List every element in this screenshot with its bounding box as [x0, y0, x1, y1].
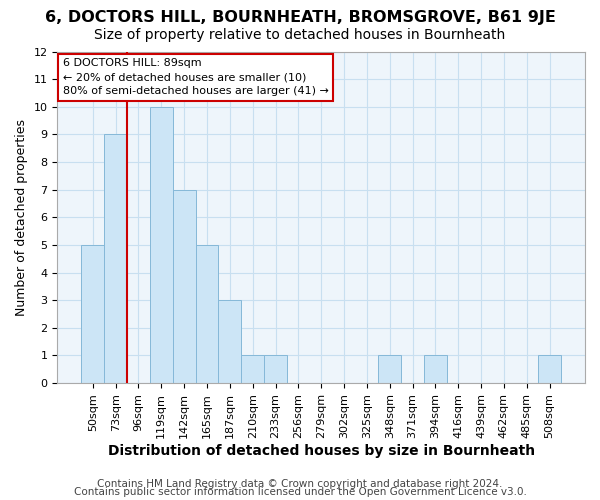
X-axis label: Distribution of detached houses by size in Bournheath: Distribution of detached houses by size … — [107, 444, 535, 458]
Text: 6, DOCTORS HILL, BOURNHEATH, BROMSGROVE, B61 9JE: 6, DOCTORS HILL, BOURNHEATH, BROMSGROVE,… — [44, 10, 556, 25]
Text: Contains HM Land Registry data © Crown copyright and database right 2024.: Contains HM Land Registry data © Crown c… — [97, 479, 503, 489]
Text: Size of property relative to detached houses in Bournheath: Size of property relative to detached ho… — [94, 28, 506, 42]
Y-axis label: Number of detached properties: Number of detached properties — [15, 119, 28, 316]
Bar — [264, 356, 287, 383]
Bar — [150, 107, 173, 383]
Bar — [173, 190, 196, 383]
Bar — [424, 356, 447, 383]
Bar — [241, 356, 264, 383]
Bar — [104, 134, 127, 383]
Bar — [538, 356, 561, 383]
Bar — [196, 245, 218, 383]
Bar — [218, 300, 241, 383]
Bar — [82, 245, 104, 383]
Bar — [379, 356, 401, 383]
Text: 6 DOCTORS HILL: 89sqm
← 20% of detached houses are smaller (10)
80% of semi-deta: 6 DOCTORS HILL: 89sqm ← 20% of detached … — [62, 58, 329, 96]
Text: Contains public sector information licensed under the Open Government Licence v3: Contains public sector information licen… — [74, 487, 526, 497]
